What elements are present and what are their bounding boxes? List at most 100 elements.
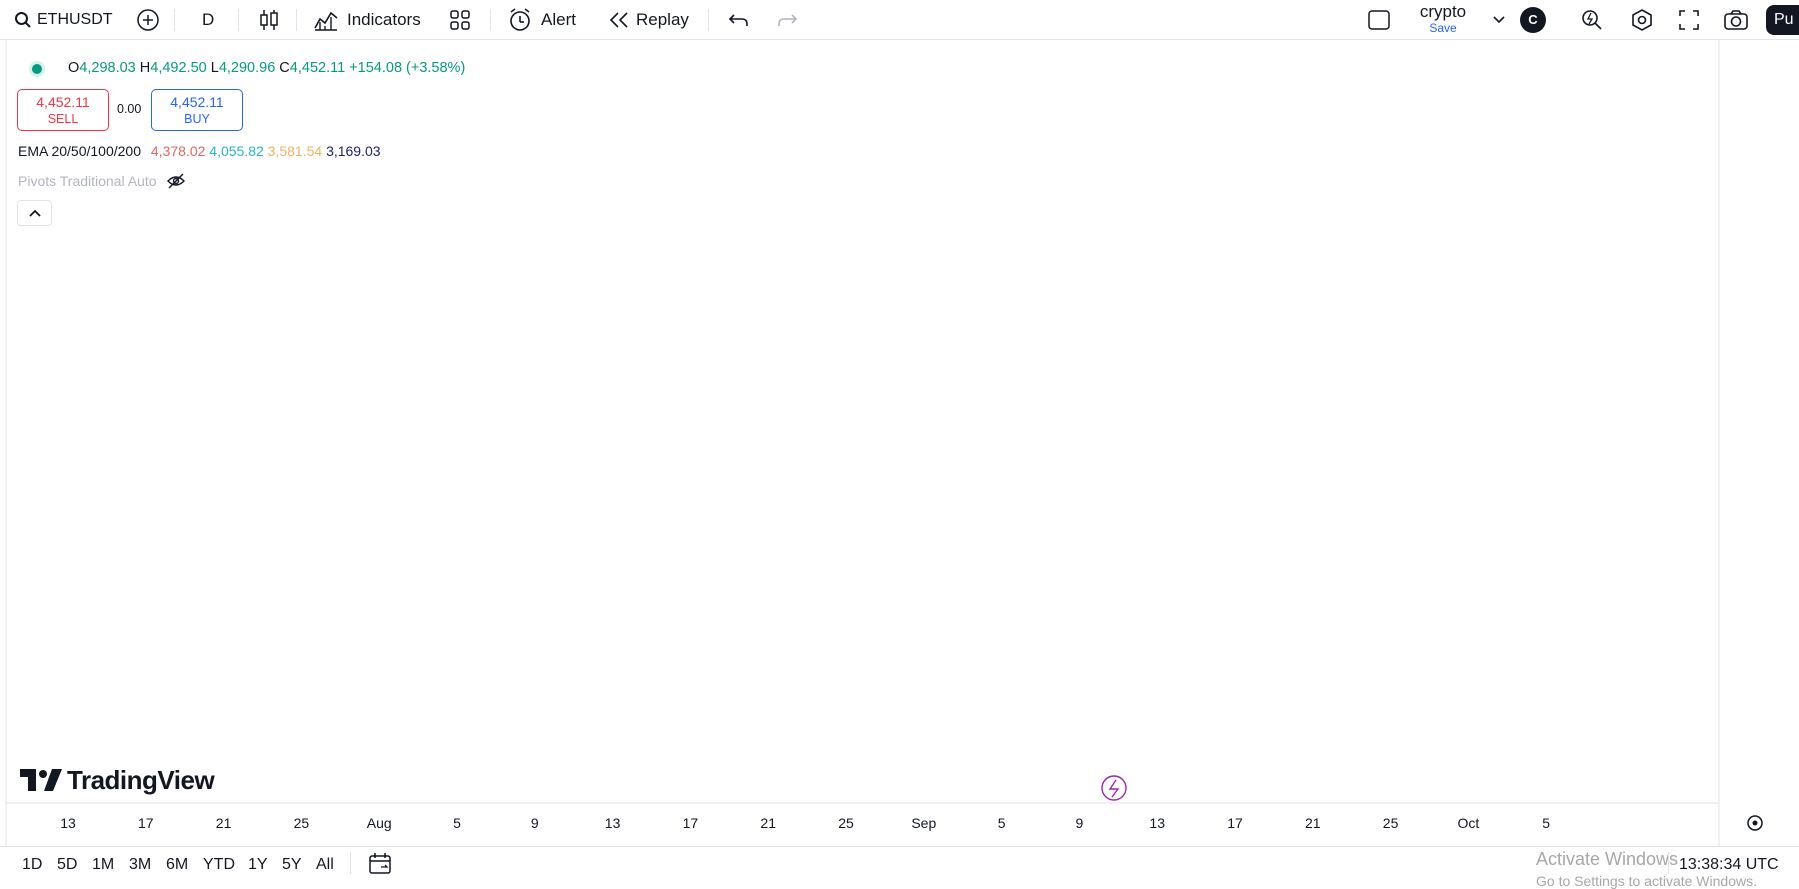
publish-button[interactable]: Pu [1766, 5, 1799, 35]
undo-icon [728, 14, 748, 26]
sell-button[interactable]: 4,452.11 SELL [17, 89, 109, 131]
spread-value: 0.00 [117, 102, 142, 116]
plus-circle-icon [137, 9, 159, 31]
time-axis-tick: 25 [294, 815, 310, 831]
chevron-up-icon [29, 209, 41, 217]
top-toolbar: ETHUSDT D Indicators Alert Replay [0, 0, 1799, 40]
divider [350, 852, 351, 874]
buy-button[interactable]: 4,452.11 BUY [151, 89, 243, 131]
calendar-icon [369, 853, 391, 874]
time-axis-tick: 9 [531, 815, 539, 831]
time-axis-tick: 5 [998, 815, 1006, 831]
redo-icon [778, 14, 798, 26]
replay-button[interactable]: Replay [608, 0, 689, 40]
range-button-3m[interactable]: 3M [129, 856, 152, 873]
time-axis-tick: 5 [1542, 815, 1550, 831]
search-icon [15, 12, 31, 28]
quick-search-icon [1582, 10, 1602, 30]
divider [296, 9, 297, 31]
time-axis[interactable]: 13 17 21 25 Aug 5 9 13 17 21 25 Sep 5 9 13 17 21 25 Oct 5 [60, 815, 1763, 831]
flash-event-icon-bolt [1108, 779, 1120, 798]
layout-name: crypto [1419, 2, 1467, 21]
ema200-value: 3,169.03 [326, 143, 381, 159]
layouts-templates-button[interactable] [449, 0, 471, 40]
sell-price: 4,452.11 [36, 94, 90, 110]
fullscreen-button[interactable] [1678, 0, 1700, 40]
time-axis-tick: 21 [760, 815, 776, 831]
range-button-1m[interactable]: 1M [92, 856, 115, 873]
time-axis-tick: 13 [605, 815, 621, 831]
time-axis-tick: 25 [838, 815, 854, 831]
logo-text: TradingView [67, 764, 215, 795]
time-axis-tick: 9 [1076, 815, 1084, 831]
redo-button[interactable] [776, 0, 798, 40]
compare-symbol-button[interactable] [136, 0, 160, 40]
axis-settings-gear-center [1752, 820, 1758, 826]
time-axis-tick: Aug [367, 815, 392, 831]
divider [490, 9, 491, 31]
utc-clock[interactable]: 13:38:34 UTC [1679, 856, 1779, 873]
undo-button[interactable] [728, 0, 750, 40]
gear-icon [1632, 9, 1652, 31]
buy-price: 4,452.11 [170, 94, 224, 110]
chart-type-button[interactable] [258, 0, 280, 40]
quick-search-button[interactable] [1580, 0, 1604, 40]
symbol-search-button[interactable]: ETHUSDT [14, 0, 113, 40]
ema-title: EMA 20/50/100/200 [18, 143, 141, 159]
layout-name-button[interactable]: crypto Save [1400, 2, 1486, 38]
square-icon [1368, 10, 1390, 30]
indicators-button[interactable]: Indicators [313, 0, 421, 40]
alert-button[interactable]: Alert [507, 0, 576, 40]
market-status-dot[interactable] [32, 64, 42, 74]
divider [1668, 852, 1669, 874]
rewind-icon [609, 12, 628, 28]
range-button-all[interactable]: All [316, 856, 334, 873]
time-axis-tick: 17 [683, 815, 699, 831]
layout-select-button[interactable] [1367, 0, 1391, 40]
sell-label: SELL [47, 112, 79, 126]
activation-watermark-title: Activate Windows [1536, 849, 1679, 869]
buy-label: BUY [184, 112, 210, 126]
ema-legend[interactable]: EMA 20/50/100/200 4,378.02 4,055.82 3,58… [18, 143, 381, 159]
time-axis-tick: Sep [911, 815, 936, 831]
snapshot-button[interactable] [1723, 0, 1749, 40]
symbol-name: ETHUSDT [37, 11, 113, 28]
close-value: 4,452.11 [289, 60, 346, 76]
bottom-toolbar [0, 846, 1799, 889]
eye-off-icon[interactable] [166, 173, 186, 189]
interval-button[interactable]: D [202, 0, 214, 40]
range-button-ytd[interactable]: YTD [203, 856, 235, 873]
flash-event-icon [1101, 775, 1127, 801]
range-button-6m[interactable]: 6M [166, 856, 189, 873]
range-button-1d[interactable]: 1D [22, 856, 43, 873]
activation-watermark-subtitle: Go to Settings to activate Windows. [1536, 873, 1757, 889]
alert-label: Alert [541, 10, 576, 29]
time-axis-tick: 21 [1305, 815, 1321, 831]
settings-button[interactable] [1630, 0, 1654, 40]
interval-label: D [202, 10, 215, 29]
range-button-5y[interactable]: 5Y [282, 856, 302, 873]
ema100-value: 3,581.54 [267, 143, 323, 159]
pivots-legend[interactable]: Pivots Traditional Auto [18, 173, 186, 189]
time-axis-tick: 13 [60, 815, 76, 831]
range-button-5d[interactable]: 5D [57, 856, 78, 873]
goto-date-button[interactable] [368, 852, 394, 881]
ema20-value: 4,378.02 [150, 143, 206, 159]
pivots-label: Pivots Traditional Auto [18, 173, 157, 189]
avatar[interactable]: C [1520, 7, 1546, 33]
divider [238, 9, 239, 31]
open-value: 4,298.03 [79, 60, 136, 76]
layout-menu-button[interactable] [1492, 0, 1506, 40]
low-value: 4,290.96 [218, 60, 276, 76]
high-value: 4,492.50 [150, 60, 207, 76]
time-axis-tick: Oct [1458, 815, 1480, 831]
range-button-1y[interactable]: 1Y [248, 856, 268, 873]
ema50-value: 4,055.82 [209, 143, 264, 159]
time-axis-tick: 17 [138, 815, 154, 831]
collapse-legend-button[interactable] [17, 200, 52, 226]
annotations: buybuybuy [1101, 775, 1127, 801]
tradingview-logo[interactable]: TradingView [20, 764, 215, 795]
chart-canvas[interactable]: buybuybuy 5,200.005,000.004,800.003,400.… [0, 40, 1799, 846]
change-value: +154.08 (+3.58%) [349, 60, 466, 76]
